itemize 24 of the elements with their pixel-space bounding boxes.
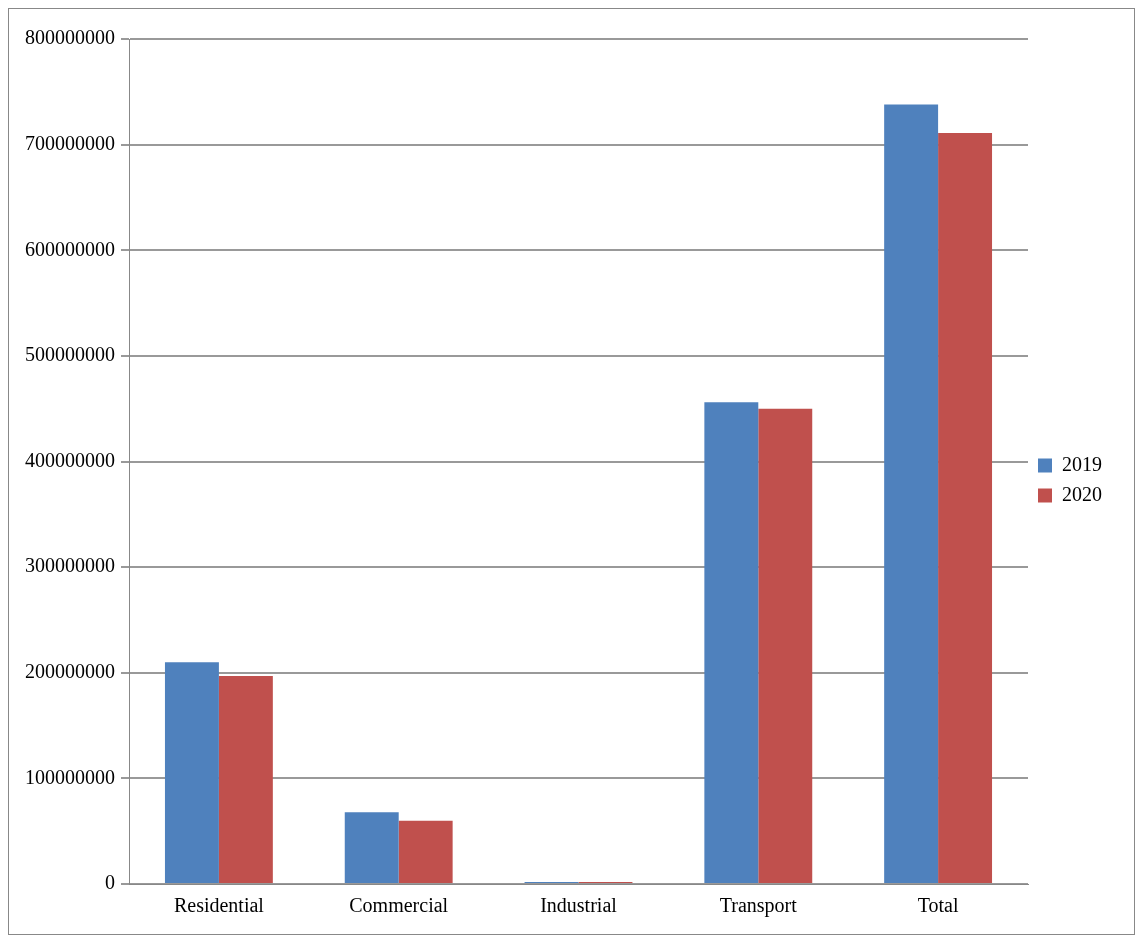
x-tick-label: Residential [173,894,265,917]
bar [704,402,759,883]
bar [218,675,273,883]
bar [938,133,993,883]
x-tick-label: Total [917,894,959,917]
y-tick-label: 400000000 [25,448,115,471]
y-tick-label: 800000000 [25,26,115,49]
y-tick-label: 500000000 [25,343,115,366]
y-tick-label: 100000000 [25,765,115,788]
bar [758,408,813,883]
y-tick-label: 200000000 [25,660,115,682]
x-tick-label: Commercial [349,894,449,917]
y-tick-label: 700000000 [25,131,115,154]
legend-label: 2019 [1062,452,1102,475]
bar [884,104,939,883]
bar [398,820,453,883]
y-tick-label: 300000000 [25,554,115,577]
y-tick-label: 0 [105,871,115,894]
x-tick-label: Transport [719,894,798,918]
y-tick-label: 600000000 [25,237,115,260]
bar [164,662,219,883]
bar [344,812,399,883]
legend-label: 2020 [1062,482,1102,505]
x-tick-label: Industrial [540,894,618,917]
